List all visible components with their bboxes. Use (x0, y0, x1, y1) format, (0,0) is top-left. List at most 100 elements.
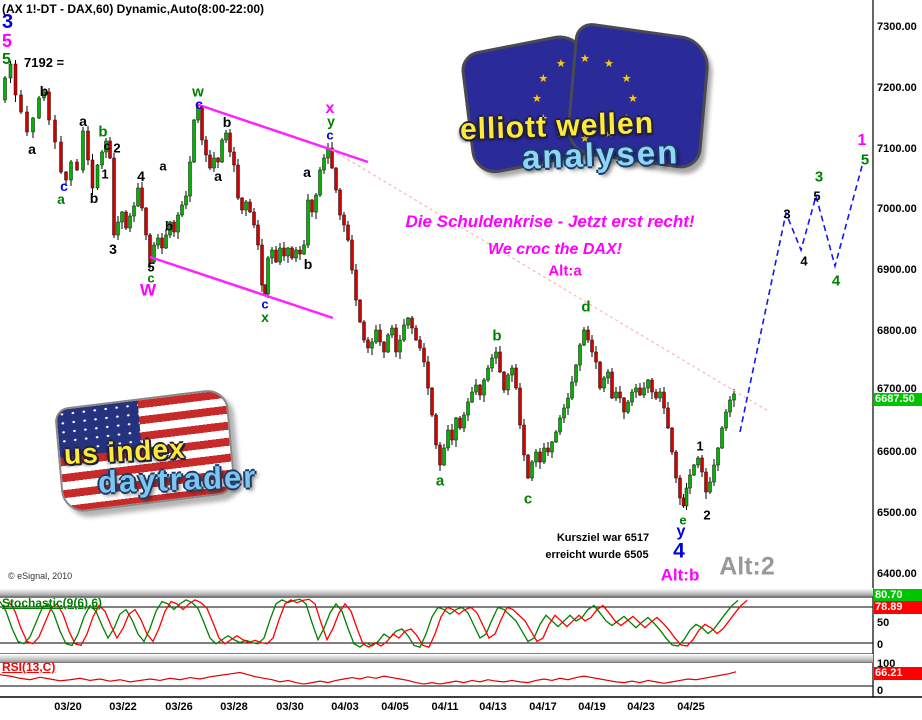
wave-label-y[interactable]: y (676, 523, 686, 540)
date-tick-label: 04/25 (677, 701, 705, 713)
wave-label-1[interactable]: 1 (857, 132, 867, 149)
wave-label-x[interactable]: x (325, 100, 335, 117)
price-tick-label: 7100.00 (877, 143, 917, 155)
date-tick-label: 03/26 (165, 701, 193, 713)
stochastic-scale-label: 50 (877, 617, 890, 629)
rsi-study-label[interactable]: RSI(13,C) (2, 660, 56, 674)
wave-label-4[interactable]: 4 (673, 539, 685, 563)
price-tick-label: 7300.00 (877, 21, 917, 33)
wave-label-3[interactable]: 3 (783, 206, 791, 222)
price-tick-label: 6400.00 (877, 568, 917, 580)
stochastic-study-label[interactable]: Stochastic(9(6),6) (2, 596, 103, 610)
wave-label-a[interactable]: a (57, 191, 65, 207)
eu-star-icon: ★ (538, 73, 549, 85)
eu-star-icon: ★ (538, 113, 549, 125)
high-price-note: 7192 = (24, 55, 65, 70)
wave-label-a[interactable]: a (214, 168, 222, 184)
panel-splitter-main-stochastic[interactable] (0, 588, 873, 597)
wave-label-4[interactable]: 4 (831, 272, 841, 290)
wave-degree-label-3: 3 (2, 11, 14, 33)
wave-label-5[interactable]: 5 (813, 188, 821, 204)
wave-label-y[interactable]: y (327, 113, 335, 129)
wave-label-a[interactable]: a (435, 472, 445, 490)
wave-label-b[interactable]: b (492, 327, 502, 345)
wave-label-a[interactable]: a (303, 164, 311, 180)
eu-star-icon: ★ (556, 127, 566, 140)
wave-label-w[interactable]: w (192, 83, 204, 101)
kursziel-note-line2: erreicht wurde 6505 (545, 549, 649, 561)
wave-label-a[interactable]: a (79, 113, 87, 129)
stochastic-d-value-box: 78.89 (874, 601, 922, 614)
eu-star-icon: ★ (580, 53, 590, 65)
rsi-scale-label: 100 (877, 658, 896, 670)
eu-star-icon: ★ (621, 73, 632, 85)
wave-label-w[interactable]: W (139, 280, 157, 300)
wave-label-4[interactable]: 4 (800, 253, 808, 269)
price-tick-label: 7200.00 (877, 82, 917, 94)
wave-degree-label-5-magenta: 5 (2, 31, 13, 51)
wave-label-c[interactable]: c (147, 270, 155, 286)
eu-star-icon: ★ (604, 58, 614, 71)
elliott-wellen-analysen-logo: ★ ★ ★ ★ ★ ★ ★ ★ ★ ★ ★ ★ elliott wellen analysen (452, 20, 742, 193)
wave-label-c[interactable]: c (326, 127, 334, 143)
wave-label-1[interactable]: 1 (101, 166, 109, 182)
wave-label-5[interactable]: 5 (860, 151, 870, 169)
wave-label-d[interactable]: d (581, 298, 591, 316)
price-tick-label: 6900.00 (877, 264, 917, 276)
chart-title: (AX 1!-DT - DAX,60) Dynamic,Auto(8:00-22… (2, 2, 265, 16)
date-tick-label: 04/05 (381, 701, 409, 713)
wave-label-e[interactable]: e (679, 512, 687, 528)
price-tick-label: 6800.00 (877, 325, 917, 337)
kursziel-note-line1: Kursziel war 6517 (556, 532, 650, 544)
wave-label-x[interactable]: x (261, 309, 269, 325)
wave-label-c[interactable]: c (195, 96, 203, 112)
date-tick-label: 03/30 (276, 701, 304, 713)
date-tick-label: 04/11 (431, 701, 459, 713)
date-tick-label: 03/22 (109, 701, 137, 713)
price-tick-label: 7000.00 (877, 203, 917, 215)
wave-label-5[interactable]: 5 (147, 259, 155, 275)
us-index-daytrader-logo: us index daytrader (46, 387, 336, 528)
wave-label-3[interactable]: 3 (814, 168, 824, 186)
headline-we-croc-the-dax: We croc the DAX! (488, 241, 622, 258)
eu-star-icon: ★ (621, 113, 632, 125)
wave-label-b[interactable]: b (39, 83, 49, 99)
last-price-box: 6687.50 (874, 393, 922, 406)
wave-label-b[interactable]: b (89, 190, 99, 206)
date-tick-label: 04/13 (479, 701, 507, 713)
headline-schuldenkrise: Die Schuldenkrise - Jetzt erst recht! (405, 212, 695, 231)
eu-star-icon: ★ (532, 93, 542, 105)
rsi-value-box: 66.21 (874, 667, 922, 680)
wave-label-c[interactable]: c (523, 490, 533, 508)
date-tick-label: 04/03 (331, 701, 359, 713)
price-tick-label: 6700.00 (877, 383, 917, 395)
wave-label-alt2[interactable]: Alt:2 (719, 552, 775, 581)
rsi-scale-label: 0 (877, 685, 884, 697)
wave-label-b[interactable]: b (222, 114, 232, 130)
wave-degree-label-5-green: 5 (2, 51, 11, 68)
wave-label-altb[interactable]: Alt:b (660, 565, 700, 585)
wave-label-b[interactable]: b (165, 218, 173, 234)
wave-label-b[interactable]: b (303, 256, 313, 272)
wave-label-c[interactable]: c (103, 139, 111, 153)
wave-label-b[interactable]: b (98, 123, 108, 141)
wave-label-alta[interactable]: Alt:a (548, 262, 582, 280)
esignal-copyright: © eSignal, 2010 (8, 571, 73, 581)
wave-label-4[interactable]: 4 (137, 168, 145, 184)
panel-splitter-stochastic-rsi[interactable] (0, 654, 873, 663)
price-tick-label: 6600.00 (877, 446, 917, 458)
wave-label-c[interactable]: c (60, 178, 68, 194)
logo-text-daytrader: daytrader (97, 459, 258, 500)
wave-label-2[interactable]: 2 (113, 140, 121, 156)
wave-label-3[interactable]: 3 (109, 241, 117, 257)
stochastic-k-value-box: 80.70 (874, 589, 922, 602)
wave-label-a[interactable]: a (159, 158, 167, 174)
stochastic-scale-label: 0 (877, 639, 884, 651)
eu-star-icon: ★ (556, 58, 566, 71)
wave-label-2[interactable]: 2 (703, 507, 711, 523)
wave-label-c[interactable]: c (261, 296, 269, 312)
wave-label-1[interactable]: 1 (696, 438, 704, 454)
wave-label-a[interactable]: a (28, 141, 36, 157)
